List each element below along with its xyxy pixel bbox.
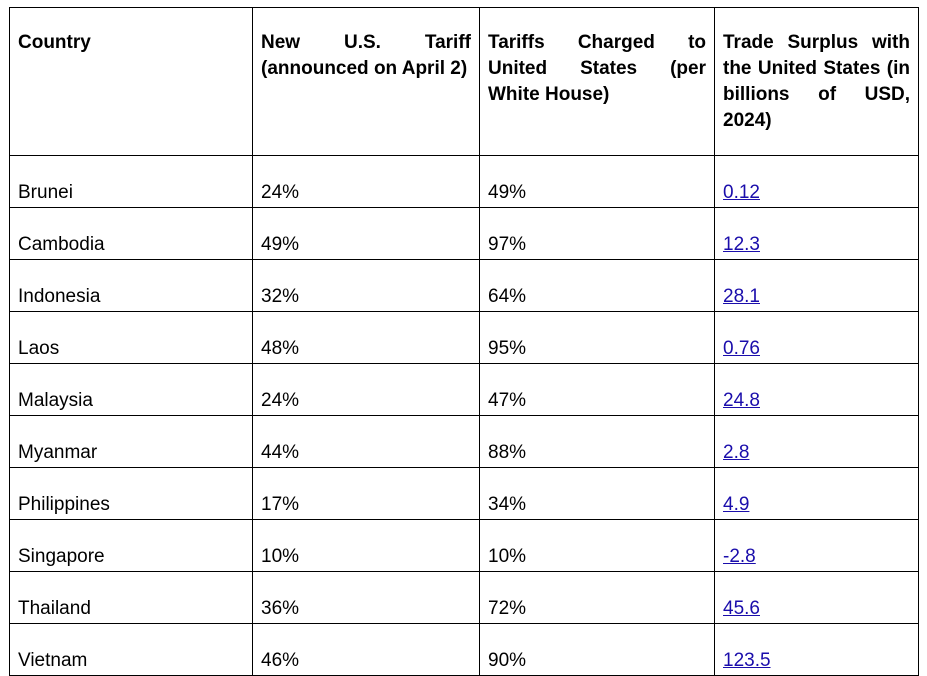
trade-surplus-link[interactable]: 24.8	[723, 390, 760, 411]
header-new-tariff: New U.S. Tariff (announced on April 2)	[252, 7, 480, 156]
table-row: Singapore 10% 10% -2.8	[9, 519, 919, 572]
cell-tariffs-charged: 95%	[479, 311, 715, 364]
cell-new-tariff: 32%	[252, 259, 480, 312]
cell-tariffs-charged: 97%	[479, 207, 715, 260]
cell-new-tariff: 44%	[252, 415, 480, 468]
cell-country: Malaysia	[9, 363, 253, 416]
table-row: Vietnam 46% 90% 123.5	[9, 623, 919, 676]
cell-country: Singapore	[9, 519, 253, 572]
header-country: Country	[9, 7, 253, 156]
table-row: Myanmar 44% 88% 2.8	[9, 415, 919, 468]
trade-surplus-link[interactable]: 45.6	[723, 598, 760, 619]
cell-trade-surplus: 24.8	[714, 363, 919, 416]
cell-country: Cambodia	[9, 207, 253, 260]
cell-tariffs-charged: 90%	[479, 623, 715, 676]
table-row: Philippines 17% 34% 4.9	[9, 467, 919, 520]
cell-country: Vietnam	[9, 623, 253, 676]
trade-surplus-link[interactable]: 0.12	[723, 182, 760, 203]
cell-new-tariff: 17%	[252, 467, 480, 520]
cell-country: Indonesia	[9, 259, 253, 312]
cell-trade-surplus: -2.8	[714, 519, 919, 572]
cell-country: Myanmar	[9, 415, 253, 468]
cell-country: Laos	[9, 311, 253, 364]
cell-country: Thailand	[9, 571, 253, 624]
cell-new-tariff: 46%	[252, 623, 480, 676]
table-row: Laos 48% 95% 0.76	[9, 311, 919, 364]
table-row: Indonesia 32% 64% 28.1	[9, 259, 919, 312]
cell-trade-surplus: 12.3	[714, 207, 919, 260]
cell-tariffs-charged: 49%	[479, 155, 715, 208]
trade-surplus-link[interactable]: 12.3	[723, 234, 760, 255]
header-trade-surplus: Trade Surplus with the United States (in…	[714, 7, 919, 156]
cell-trade-surplus: 4.9	[714, 467, 919, 520]
table-row: Malaysia 24% 47% 24.8	[9, 363, 919, 416]
cell-new-tariff: 36%	[252, 571, 480, 624]
cell-trade-surplus: 45.6	[714, 571, 919, 624]
trade-surplus-link[interactable]: 123.5	[723, 650, 771, 671]
cell-trade-surplus: 0.12	[714, 155, 919, 208]
trade-surplus-link[interactable]: 2.8	[723, 442, 750, 463]
cell-tariffs-charged: 47%	[479, 363, 715, 416]
table-row: Brunei 24% 49% 0.12	[9, 155, 919, 208]
cell-new-tariff: 24%	[252, 155, 480, 208]
trade-surplus-link[interactable]: -2.8	[723, 546, 756, 567]
cell-tariffs-charged: 10%	[479, 519, 715, 572]
cell-new-tariff: 10%	[252, 519, 480, 572]
table-row: Cambodia 49% 97% 12.3	[9, 207, 919, 260]
cell-trade-surplus: 123.5	[714, 623, 919, 676]
trade-surplus-link[interactable]: 28.1	[723, 286, 760, 307]
header-row: Country New U.S. Tariff (announced on Ap…	[9, 7, 919, 156]
cell-new-tariff: 49%	[252, 207, 480, 260]
tariff-table: Country New U.S. Tariff (announced on Ap…	[9, 7, 919, 676]
trade-surplus-link[interactable]: 0.76	[723, 338, 760, 359]
cell-country: Brunei	[9, 155, 253, 208]
cell-trade-surplus: 28.1	[714, 259, 919, 312]
cell-tariffs-charged: 34%	[479, 467, 715, 520]
cell-country: Philippines	[9, 467, 253, 520]
cell-new-tariff: 24%	[252, 363, 480, 416]
header-tariffs-charged: Tariffs Charged to United States (per Wh…	[479, 7, 715, 156]
cell-trade-surplus: 0.76	[714, 311, 919, 364]
trade-surplus-link[interactable]: 4.9	[723, 494, 750, 515]
cell-tariffs-charged: 88%	[479, 415, 715, 468]
cell-tariffs-charged: 72%	[479, 571, 715, 624]
cell-trade-surplus: 2.8	[714, 415, 919, 468]
cell-new-tariff: 48%	[252, 311, 480, 364]
table-row: Thailand 36% 72% 45.6	[9, 571, 919, 624]
cell-tariffs-charged: 64%	[479, 259, 715, 312]
